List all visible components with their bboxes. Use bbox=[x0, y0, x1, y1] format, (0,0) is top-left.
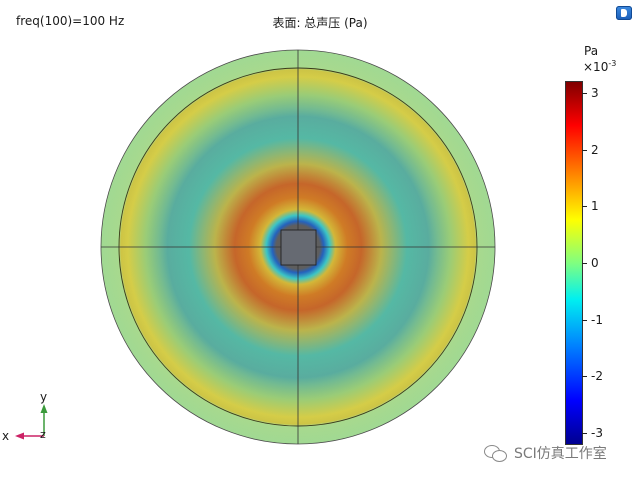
plot-title: 表面: 总声压 (Pa) bbox=[272, 16, 368, 30]
axis-z-label: z bbox=[40, 428, 46, 441]
y-axis-arrowhead bbox=[40, 404, 48, 413]
colorbar-tick-label: 0 bbox=[591, 256, 599, 270]
colorbar-tick-label: -1 bbox=[591, 313, 603, 327]
colorbar-tick bbox=[582, 263, 587, 264]
axis-y-label: y bbox=[40, 390, 48, 404]
colorbar-tick-label: -2 bbox=[591, 369, 603, 383]
colorbar-multiplier: ×10-3 bbox=[583, 59, 617, 74]
colorbar-tick-label: 2 bbox=[591, 143, 599, 157]
colorbar-tick bbox=[582, 93, 587, 94]
source-square bbox=[280, 229, 317, 266]
watermark-text: SCI仿真工作室 bbox=[514, 446, 607, 462]
wechat-icon bbox=[484, 444, 508, 462]
colorbar-tick bbox=[582, 433, 587, 434]
colorbar-tick bbox=[582, 320, 587, 321]
x-axis-arrowhead bbox=[15, 432, 24, 440]
view-mode-icon bbox=[621, 9, 627, 17]
colorbar-tick bbox=[582, 150, 587, 151]
colorbar-tick-label: 1 bbox=[591, 199, 599, 213]
watermark: SCI仿真工作室 bbox=[484, 442, 607, 464]
freq-label: freq(100)=100 Hz bbox=[16, 14, 125, 28]
colorbar-tick-label: -3 bbox=[591, 426, 603, 440]
colorbar-tick-label: 3 bbox=[591, 86, 599, 100]
colorbar bbox=[565, 81, 583, 445]
colorbar-tick bbox=[582, 206, 587, 207]
view-mode-button[interactable] bbox=[616, 6, 632, 20]
colorbar-tick bbox=[582, 376, 587, 377]
colorbar-unit: Pa bbox=[584, 44, 599, 58]
axis-x-label: x bbox=[2, 429, 10, 443]
